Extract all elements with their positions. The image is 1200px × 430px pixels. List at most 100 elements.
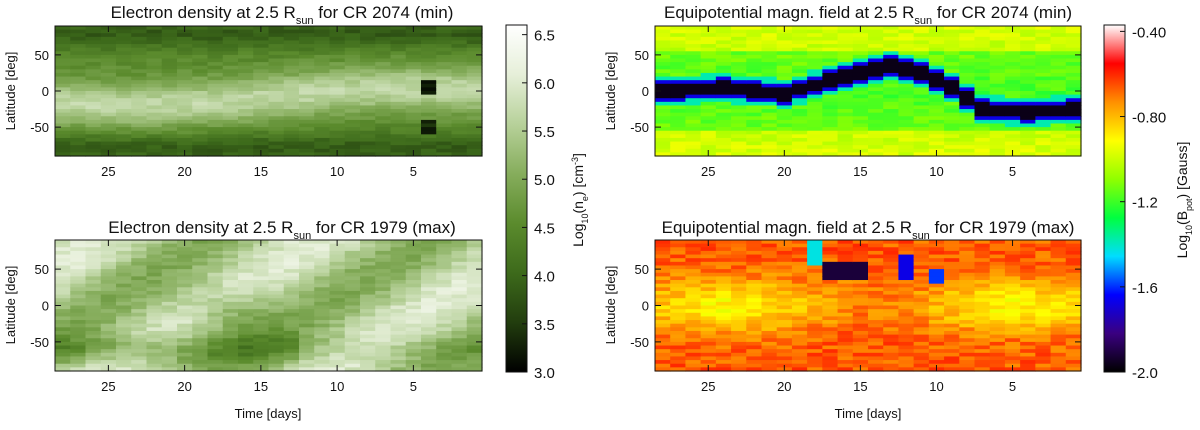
heatmap-cell [685, 145, 702, 150]
heatmap-cell [177, 312, 193, 318]
heatmap-cell [207, 137, 224, 143]
heatmap-cell [390, 301, 407, 307]
heatmap-cell [1035, 137, 1052, 143]
heatmap-cell [852, 94, 869, 99]
heatmap-cell [375, 145, 392, 150]
heatmap-cell [405, 352, 422, 358]
heatmap-cell [192, 301, 209, 307]
heatmap-cell [344, 116, 361, 121]
x-tick-label: 20 [177, 379, 191, 394]
heatmap-cell [1035, 330, 1052, 336]
heatmap-cell [731, 305, 747, 310]
heatmap-cell [791, 36, 808, 42]
heatmap-cell [161, 29, 178, 34]
heatmap-cell [944, 101, 960, 107]
heatmap-cell [746, 87, 763, 92]
heatmap-cell [344, 112, 361, 117]
heatmap-cell [55, 265, 71, 270]
heatmap-cell [238, 130, 254, 135]
heatmap-cell [116, 287, 132, 292]
heatmap-cell [85, 105, 102, 110]
heatmap-cell [70, 51, 87, 56]
heatmap-cell [299, 240, 315, 245]
heatmap-cell [670, 349, 687, 354]
heatmap-cell [131, 283, 148, 288]
heatmap-cell [268, 280, 285, 285]
heatmap-cell [238, 323, 254, 328]
heatmap-cell [192, 105, 209, 110]
heatmap-cell [161, 141, 178, 146]
heatmap-cell [283, 83, 300, 88]
heatmap-cell [913, 269, 930, 274]
heatmap-cell [822, 290, 839, 296]
heatmap-cell [390, 330, 407, 336]
heatmap-cell [913, 47, 930, 52]
heatmap-cell [731, 58, 747, 63]
heatmap-cell [100, 91, 117, 96]
heatmap-cell [989, 247, 1006, 252]
heatmap-cell [852, 62, 869, 67]
heatmap-cell [761, 320, 778, 325]
heatmap-cell [700, 47, 717, 52]
heatmap-cell [222, 298, 239, 303]
heatmap-cell [238, 283, 254, 288]
heatmap-cell [161, 137, 178, 143]
heatmap-cell [100, 283, 117, 288]
heatmap-cell [390, 345, 407, 350]
heatmap-cell [329, 301, 346, 307]
heatmap-cell [1035, 80, 1052, 85]
heatmap-cell [268, 320, 285, 325]
heatmap-cell [390, 62, 407, 67]
heatmap-cell [974, 36, 991, 42]
heatmap-cell [283, 80, 300, 85]
heatmap-cell [1004, 76, 1021, 81]
heatmap-cell [898, 80, 915, 85]
heatmap-cell [405, 316, 422, 321]
heatmap-cell [700, 309, 717, 314]
heatmap-cell [100, 105, 117, 110]
heatmap-cell [421, 272, 437, 277]
heatmap-cell [451, 334, 468, 339]
x-tick-label: 25 [701, 164, 715, 179]
heatmap-cell [776, 356, 793, 361]
heatmap-cell [959, 54, 976, 60]
heatmap-cell [222, 58, 239, 63]
heatmap-cell [776, 330, 793, 336]
heatmap-cell [1050, 94, 1067, 99]
heatmap-cell [1004, 320, 1021, 325]
heatmap-cell [776, 51, 793, 56]
heatmap-cell [390, 298, 407, 303]
heatmap-cell [959, 83, 976, 88]
heatmap-cell [161, 40, 178, 45]
heatmap-cell [959, 65, 976, 70]
heatmap-cell [655, 58, 671, 63]
heatmap-cell [466, 272, 483, 277]
heatmap-cell [944, 356, 960, 361]
heatmap-cell [700, 280, 717, 285]
heatmap-cell [375, 356, 392, 361]
heatmap-cell [375, 127, 392, 132]
heatmap-cell [375, 287, 392, 292]
heatmap-cell [222, 280, 239, 285]
heatmap-cell [360, 109, 376, 114]
heatmap-cell [268, 334, 285, 339]
heatmap-cell [1050, 327, 1067, 332]
heatmap-cell [360, 76, 376, 81]
heatmap-cell [700, 349, 717, 354]
heatmap-cell [746, 334, 763, 339]
heatmap-cell [70, 269, 87, 274]
heatmap-cell [299, 123, 315, 128]
heatmap-cell [731, 152, 747, 157]
heatmap-cell [116, 272, 132, 277]
heatmap-cell [1004, 72, 1021, 78]
heatmap-cell [390, 119, 407, 125]
heatmap-cell [436, 316, 453, 321]
heatmap-cell [55, 287, 71, 292]
heatmap-cell [700, 51, 717, 56]
heatmap-cell [451, 261, 468, 267]
heatmap-cell [70, 320, 87, 325]
heatmap-cell [837, 145, 854, 150]
heatmap-cell [55, 254, 71, 259]
heatmap-cell [405, 345, 422, 350]
heatmap-cell [253, 94, 270, 99]
